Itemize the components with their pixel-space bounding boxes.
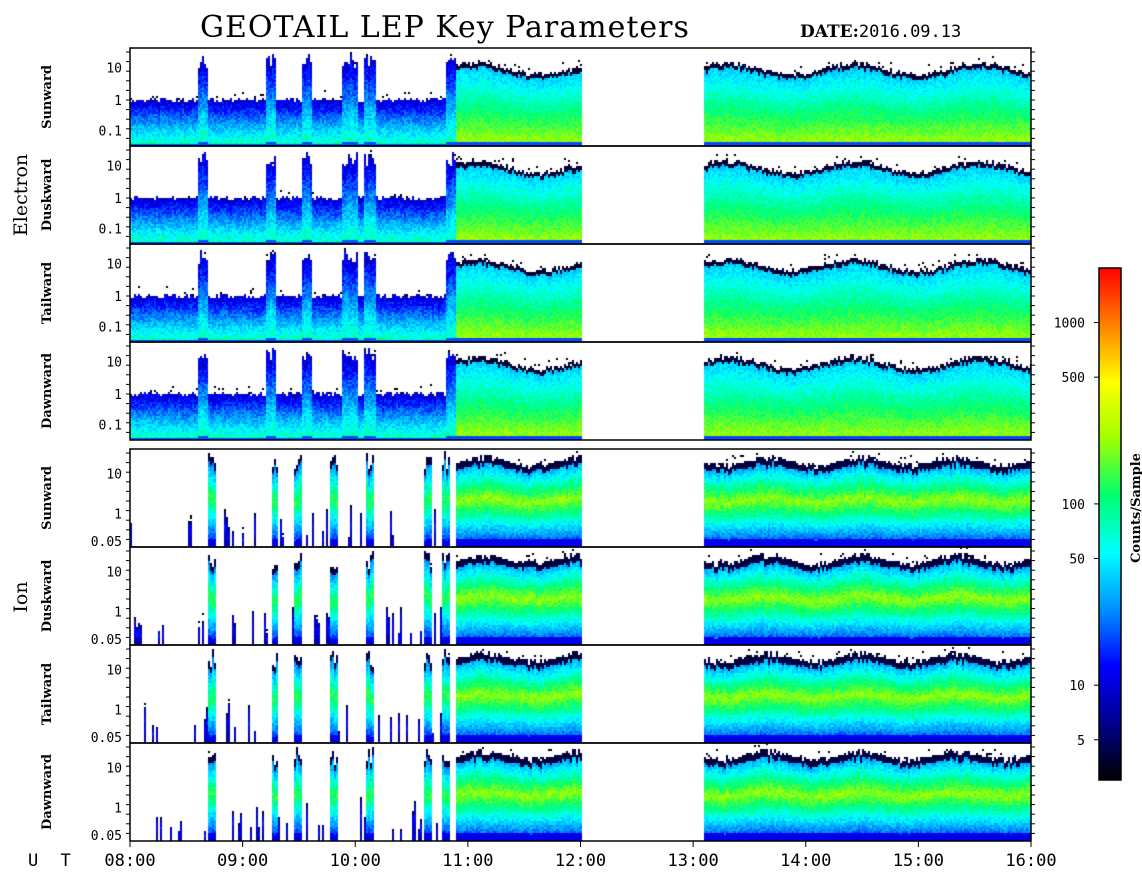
electron-duskward-ytick-label: 0.1 <box>99 222 122 237</box>
electron-sunward-ytick-label: 0.1 <box>99 124 122 139</box>
ion-tailward-spectrogram <box>130 645 1031 743</box>
ion-dawnward-spectrogram <box>130 743 1031 841</box>
ion-duskward-spectrogram <box>130 547 1031 645</box>
ion-sunward-ytick-label: 10 <box>106 468 122 483</box>
colorbar-tick-label: 1000 <box>1054 317 1085 332</box>
ion-sunward-spectrogram <box>130 449 1031 547</box>
electron-duskward-panel: 10 1 0.1 Duskward <box>40 145 1035 245</box>
ion-sunward-label: Sunward <box>40 466 55 530</box>
electron-dawnward-panel: 10 1 0.1 Dawnward <box>40 341 1035 441</box>
electron-tailward-ytick-label: 10 <box>106 258 122 273</box>
ion-dawnward-panel: 10 1 0.05 Dawnward <box>40 742 1035 844</box>
date-label: DATE: <box>800 22 859 42</box>
electron-dawnward-ytick-label: 0.1 <box>99 418 122 433</box>
ion-sunward-ytick-label: 0.05 <box>91 535 122 550</box>
electron-tailward-label: Tailward <box>40 262 55 324</box>
ion-dawnward-ytick-label: 10 <box>106 762 122 777</box>
electron-duskward-ytick-label: 1 <box>114 192 122 207</box>
x-tick-label: 14:00 <box>780 851 831 871</box>
ion-duskward-ytick-label: 10 <box>106 566 122 581</box>
electron-tailward-spectrogram <box>130 244 1031 342</box>
ion-tailward-ytick-label: 1 <box>114 704 122 719</box>
ion-dawnward-ytick-label: 0.05 <box>91 829 122 844</box>
x-tick-label: 08:00 <box>104 851 155 871</box>
colorbar-label: Counts/Sample <box>1129 453 1142 563</box>
electron-dawnward-label: Dawnward <box>40 353 55 429</box>
ion-dawnward-label: Dawnward <box>40 754 55 830</box>
ion-duskward-ytick-label: 1 <box>114 606 122 621</box>
electron-tailward-panel: 10 1 0.1 Tailward <box>40 243 1035 343</box>
ion-sunward-panel: 10 1 0.05 Sunward <box>40 448 1035 550</box>
x-tick-label: 11:00 <box>442 851 493 871</box>
date-value: 2016.09.13 <box>858 22 962 42</box>
ion-tailward-label: Tailward <box>40 663 55 725</box>
electron-dawnward-ytick-label: 10 <box>106 356 122 371</box>
ion-dawnward-ytick-label: 1 <box>114 802 122 817</box>
x-tick-label: 12:00 <box>555 851 606 871</box>
x-tick-label: 09:00 <box>217 851 268 871</box>
x-tick-label: 10:00 <box>330 851 381 871</box>
colorbar-tick-label: 5 <box>1077 734 1085 749</box>
ion-duskward-ytick-label: 0.05 <box>91 633 122 648</box>
electron-dawnward-frame <box>129 341 1032 441</box>
ion-sunward-ytick-label: 1 <box>114 508 122 523</box>
colorbar <box>1098 267 1122 781</box>
electron-sunward-panel: 10 1 0.1 Sunward <box>40 47 1035 147</box>
electron-tailward-ytick-label: 1 <box>114 290 122 305</box>
electron-dawnward-spectrogram <box>130 342 1031 440</box>
electron-group-label: Electron <box>10 154 32 236</box>
x-tick-label: 16:00 <box>1005 851 1056 871</box>
date-readout: DATE:2016.09.13 <box>800 22 961 42</box>
electron-sunward-spectrogram <box>130 48 1031 146</box>
electron-duskward-spectrogram <box>130 146 1031 244</box>
ion-duskward-label: Duskward <box>40 560 55 633</box>
colorbar-tick-label: 10 <box>1069 679 1085 694</box>
electron-duskward-ytick-label: 10 <box>106 160 122 175</box>
colorbar-tick-label: 500 <box>1062 371 1085 386</box>
ion-group-label: Ion <box>10 581 32 612</box>
chart-title: GEOTAIL LEP Key Parameters <box>200 10 690 45</box>
colorbar-tick-label: 100 <box>1062 498 1085 513</box>
ion-tailward-panel: 10 1 0.05 Tailward <box>40 644 1035 746</box>
electron-sunward-ytick-label: 1 <box>114 94 122 109</box>
electron-duskward-label: Duskward <box>40 159 55 232</box>
x-axis-label: U T <box>28 851 77 871</box>
electron-sunward-ytick-label: 10 <box>106 62 122 77</box>
x-tick-label: 15:00 <box>893 851 944 871</box>
ion-duskward-panel: 10 1 0.05 Duskward <box>40 546 1035 648</box>
electron-tailward-ytick-label: 0.1 <box>99 320 122 335</box>
electron-sunward-label: Sunward <box>40 65 55 129</box>
colorbar-tick-label: 50 <box>1069 552 1085 567</box>
ion-tailward-ytick-label: 10 <box>106 664 122 679</box>
ion-tailward-ytick-label: 0.05 <box>91 731 122 746</box>
electron-dawnward-ytick-label: 1 <box>114 388 122 403</box>
x-tick-label: 13:00 <box>668 851 719 871</box>
